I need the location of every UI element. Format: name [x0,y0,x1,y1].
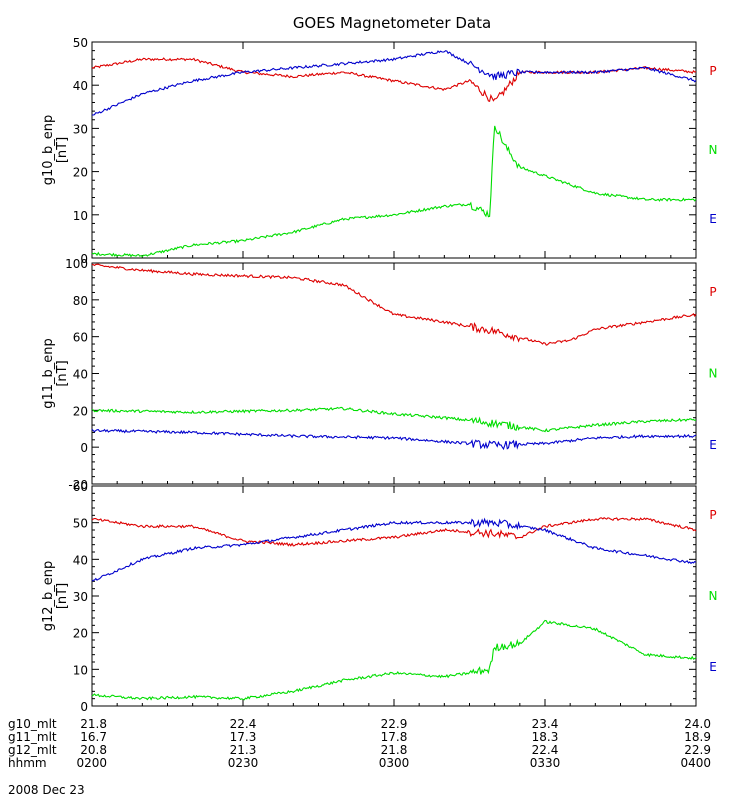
y-tick-label: 10 [73,663,88,677]
x-row-value: 16.7 [80,730,107,744]
x-row-value: 21.3 [230,743,257,757]
series-line-e [91,517,697,582]
y-tick-label: 60 [73,480,88,494]
panel-2: -20 0 20 40 60 80 100 g11_b_enp [nT] P N E [41,257,717,492]
x-row-value: 21.8 [381,743,408,757]
y-axis-unit: [nT] [55,583,70,609]
y-tick-label: 50 [73,517,88,531]
x-row-value: 17.3 [230,730,257,744]
legend-e: E [709,660,717,674]
panel-3: 0 10 20 30 40 50 60 g12_b_enp [nT] P N E [41,480,717,714]
date-label: 2008 Dec 23 [8,783,85,797]
y-tick-label: 0 [80,441,88,455]
x-row-value: 22.4 [532,743,559,757]
x-row-value: 0330 [530,756,561,770]
y-tick-label: 50 [73,36,88,50]
panel-frame [91,41,697,259]
chart-title: GOES Magnetometer Data [293,14,491,32]
legend-e: E [709,438,717,452]
panel-frame [91,262,697,485]
x-row-value: 18.9 [684,730,711,744]
legend-p: P [709,508,716,522]
y-tick-label: 10 [73,209,88,223]
legend-n: N [709,367,718,381]
x-row-label: hhmm [8,756,47,770]
y-tick-label: 20 [73,627,88,641]
y-tick-label: 0 [80,252,88,266]
y-axis-unit: [nT] [55,137,70,163]
x-row-label: g12_mlt [8,743,57,757]
x-row-value: 0200 [76,756,107,770]
x-row-value: 17.8 [381,730,408,744]
x-row-label: g11_mlt [8,730,57,744]
x-row-value: 22.4 [230,717,257,731]
series-line-p [91,517,697,547]
y-axis-unit: [nT] [55,360,70,386]
y-tick-label: 0 [80,700,88,714]
y-axis-label: g12_b_enp [41,561,56,632]
legend-p: P [709,285,716,299]
legend-e: E [709,212,717,226]
series-line-n [91,619,697,701]
legend-n: N [709,143,718,157]
y-axis-label: g10_b_enp [41,115,56,186]
y-tick-label: 40 [73,553,88,567]
y-tick-label: 30 [73,590,88,604]
x-row-value: 0300 [379,756,410,770]
panel-1: 0 10 20 30 40 50 g10_b_enp [nT] P N E [41,36,717,266]
series-line-e [92,50,697,116]
x-row-value: 20.8 [80,743,107,757]
y-tick-label: 20 [73,166,88,180]
x-row-value: 21.8 [80,717,107,731]
y-tick-label: 80 [73,294,88,308]
x-row-value: 22.9 [381,717,408,731]
x-row-value: 24.0 [684,717,711,731]
x-row-label: g10_mlt [8,717,57,731]
x-row-value: 18.3 [532,730,559,744]
y-axis-label: g11_b_enp [41,338,56,409]
y-tick-label: -20 [68,478,88,492]
series-line-p [91,263,697,346]
y-tick-label: 100 [65,257,88,271]
x-row-value: 22.9 [684,743,711,757]
legend-n: N [709,589,718,603]
y-tick-label: 60 [73,331,88,345]
x-row-value: 0400 [680,756,711,770]
y-tick-label: 30 [73,122,88,136]
legend-p: P [709,64,716,78]
x-row-value: 0230 [228,756,259,770]
series-line-n [91,406,697,433]
y-tick-label: 40 [73,79,88,93]
series-line-e [91,428,697,451]
x-row-value: 23.4 [532,717,559,731]
series-line-n [91,125,697,258]
series-line-p [91,57,697,103]
y-tick-label: 20 [73,404,88,418]
y-tick-label: 40 [73,368,88,382]
